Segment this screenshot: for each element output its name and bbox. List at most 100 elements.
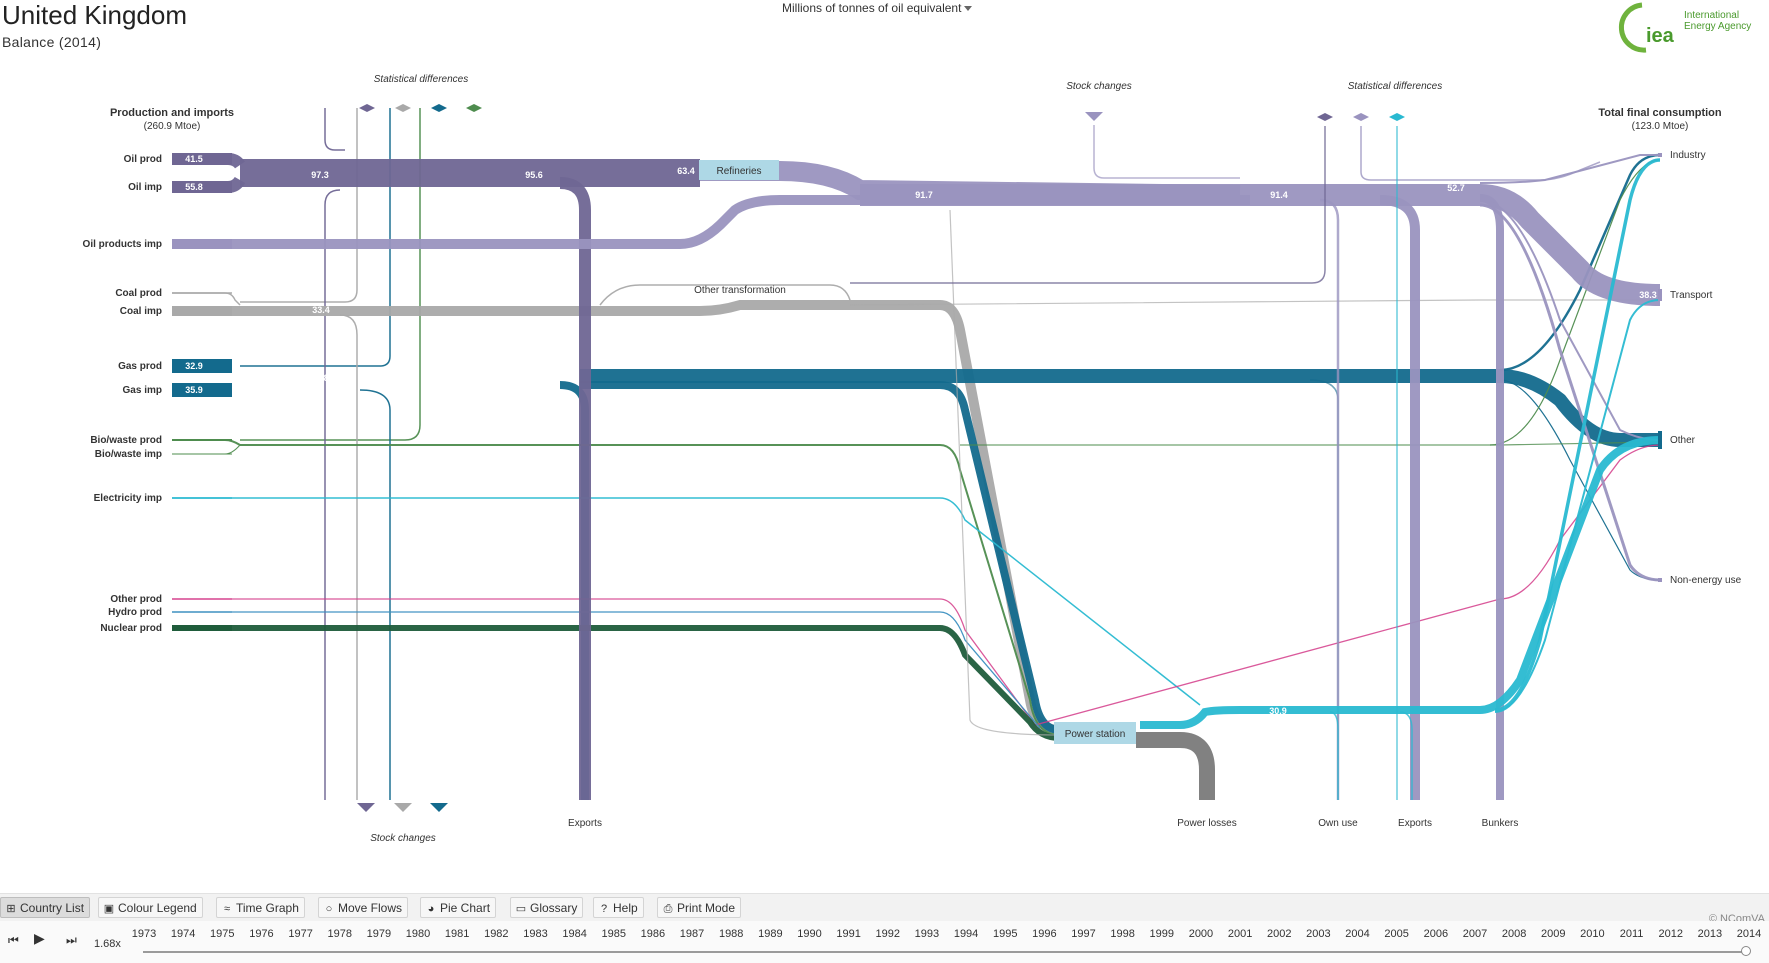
- refinery-losses-flow[interactable]: [949, 209, 1061, 736]
- year-2000[interactable]: 2000: [1188, 928, 1214, 940]
- glossary-button[interactable]: ▭ Glossary: [510, 897, 584, 918]
- bio-to-other-flow[interactable]: [960, 441, 1661, 446]
- source-node[interactable]: [172, 292, 232, 294]
- year-2014[interactable]: 2014: [1736, 928, 1762, 940]
- timeline-handle[interactable]: [1741, 946, 1751, 956]
- year-1995[interactable]: 1995: [992, 928, 1018, 940]
- gas-own-use-flow[interactable]: [1309, 379, 1339, 800]
- print-mode-button[interactable]: ⎙ Print Mode: [657, 897, 742, 918]
- gas-to-power-flow[interactable]: [580, 381, 1061, 734]
- coal-other-transform-flow[interactable]: [599, 284, 851, 306]
- refineries-box[interactable]: [699, 160, 779, 180]
- source-node[interactable]: [172, 439, 232, 441]
- source-node[interactable]: [172, 383, 232, 397]
- electricity-industry-flow[interactable]: [1494, 158, 1661, 712]
- electricity-own-use-flow[interactable]: [1329, 711, 1339, 800]
- gas-to-other-flow[interactable]: [580, 369, 1660, 447]
- skip-forward-icon[interactable]: ⏭: [66, 933, 77, 947]
- electricity-out-flow[interactable]: [1140, 436, 1661, 729]
- stat-diff-coal-flow[interactable]: [240, 108, 358, 303]
- bio-main-flow[interactable]: [240, 444, 1061, 736]
- gas-industry-flow[interactable]: [1499, 153, 1661, 372]
- source-node[interactable]: [172, 598, 232, 600]
- stat-diff-right-a-flow[interactable]: [850, 126, 1326, 284]
- year-1984[interactable]: 1984: [562, 928, 587, 940]
- sink-node[interactable]: [1658, 289, 1662, 301]
- year-1978[interactable]: 1978: [327, 928, 352, 940]
- oil-products-main-flow[interactable]: [860, 184, 1661, 306]
- year-2003[interactable]: 2003: [1306, 928, 1331, 940]
- year-1992[interactable]: 1992: [875, 928, 901, 940]
- source-node[interactable]: [172, 239, 232, 249]
- move-flows-button[interactable]: ○ Move Flows: [318, 897, 409, 918]
- timeline-track[interactable]: [143, 951, 1747, 953]
- year-2004[interactable]: 2004: [1345, 928, 1370, 940]
- unit-dropdown[interactable]: Millions of tonnes of oil equivalent: [782, 1, 973, 15]
- year-2009[interactable]: 2009: [1541, 928, 1566, 940]
- electricity-imp-flow[interactable]: [172, 497, 1201, 706]
- year-1975[interactable]: 1975: [210, 928, 235, 940]
- sink-node[interactable]: [1658, 578, 1662, 582]
- play-icon[interactable]: ▶: [34, 930, 45, 946]
- year-2011[interactable]: 2011: [1619, 928, 1644, 940]
- year-1993[interactable]: 1993: [914, 928, 940, 940]
- year-1988[interactable]: 1988: [718, 928, 744, 940]
- source-node[interactable]: [172, 153, 232, 165]
- year-1991[interactable]: 1991: [836, 928, 861, 940]
- stat-diff-bio-flow[interactable]: [240, 108, 421, 441]
- year-2001[interactable]: 2001: [1227, 928, 1253, 940]
- sink-node[interactable]: [1658, 153, 1662, 157]
- oil-to-refineries-flow[interactable]: [700, 161, 1241, 205]
- year-1997[interactable]: 1997: [1071, 928, 1096, 940]
- year-1982[interactable]: 1982: [484, 928, 509, 940]
- year-1980[interactable]: 1980: [405, 928, 431, 940]
- oil-exports-flow[interactable]: [559, 177, 591, 800]
- year-1990[interactable]: 1990: [797, 928, 822, 940]
- year-2013[interactable]: 2013: [1697, 928, 1723, 940]
- coal-prod-flow[interactable]: [172, 292, 241, 306]
- coal-to-sinks-flow[interactable]: [849, 299, 1660, 306]
- oil-products-imp-flow[interactable]: [172, 195, 1250, 249]
- year-1976[interactable]: 1976: [249, 928, 274, 940]
- year-2006[interactable]: 2006: [1423, 928, 1449, 940]
- power-losses-flow[interactable]: [1136, 732, 1215, 800]
- stock-coal-flow[interactable]: [339, 314, 358, 800]
- year-2005[interactable]: 2005: [1384, 928, 1409, 940]
- year-1985[interactable]: 1985: [601, 928, 626, 940]
- source-node[interactable]: [172, 306, 232, 316]
- source-node[interactable]: [172, 625, 232, 631]
- year-1989[interactable]: 1989: [758, 928, 783, 940]
- source-node[interactable]: [172, 611, 232, 613]
- year-1999[interactable]: 1999: [1149, 928, 1175, 940]
- oil-bunkers-flow[interactable]: [1479, 194, 1504, 800]
- year-2010[interactable]: 2010: [1580, 928, 1605, 940]
- stock-change-top-flow[interactable]: [1093, 125, 1240, 179]
- year-1981[interactable]: 1981: [444, 928, 470, 940]
- stock-gas-flow[interactable]: [359, 389, 391, 800]
- stock-oil-flow[interactable]: [324, 189, 341, 800]
- time-graph-button[interactable]: ≈ Time Graph: [216, 897, 305, 918]
- colour-legend-button[interactable]: ▣ Colour Legend: [98, 897, 203, 918]
- skip-back-icon[interactable]: ⏮: [8, 933, 19, 947]
- power-station-box[interactable]: [1054, 722, 1136, 744]
- year-1977[interactable]: 1977: [288, 928, 313, 940]
- year-1996[interactable]: 1996: [1032, 928, 1057, 940]
- electricity-exports-flow[interactable]: [1399, 711, 1413, 800]
- source-node[interactable]: [172, 359, 232, 373]
- speed-label[interactable]: 1.68x: [94, 938, 121, 950]
- year-2002[interactable]: 2002: [1266, 928, 1292, 940]
- stat-diff-oil-flow[interactable]: [324, 108, 345, 151]
- source-node[interactable]: [172, 181, 232, 193]
- other-prod-flow[interactable]: [172, 444, 1661, 726]
- year-1998[interactable]: 1998: [1110, 928, 1135, 940]
- year-1979[interactable]: 1979: [366, 928, 392, 940]
- hydro-prod-flow[interactable]: [172, 611, 1041, 729]
- nuclear-prod-flow[interactable]: [172, 625, 1061, 741]
- year-1987[interactable]: 1987: [679, 928, 705, 940]
- pie-chart-button[interactable]: ◕ Pie Chart: [420, 897, 497, 918]
- oil-nonenergy-flow[interactable]: [1479, 203, 1661, 582]
- source-node[interactable]: [172, 453, 232, 455]
- year-2007[interactable]: 2007: [1462, 928, 1488, 940]
- oil-exports-right-flow[interactable]: [1379, 195, 1420, 800]
- year-1974[interactable]: 1974: [170, 928, 196, 940]
